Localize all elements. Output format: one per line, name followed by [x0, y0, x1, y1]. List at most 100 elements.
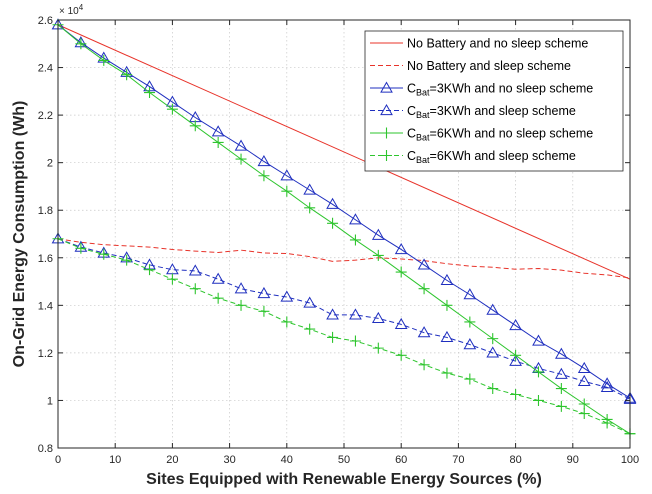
legend-label: No Battery and sleep scheme — [407, 59, 571, 73]
data-point — [98, 248, 110, 260]
y-tick-label: 2.6 — [38, 15, 53, 27]
data-point — [532, 394, 544, 406]
y-tick-label: 2 — [47, 158, 53, 170]
data-point — [555, 400, 567, 412]
y-axis-exponent: × 104 — [59, 3, 84, 17]
data-point — [487, 383, 499, 395]
legend-marker — [381, 150, 392, 161]
data-point — [371, 228, 385, 240]
data-point — [371, 311, 385, 324]
data-point — [211, 272, 225, 284]
data-point — [234, 139, 248, 151]
x-tick-label: 0 — [55, 454, 61, 466]
x-tick-label: 10 — [109, 454, 121, 466]
x-axis-title: Sites Equipped with Renewable Energy Sou… — [146, 471, 542, 488]
x-tick-label: 90 — [567, 454, 579, 466]
legend-label: CBat=6KWh and sleep scheme — [407, 149, 576, 165]
legend-marker — [380, 103, 393, 116]
data-point — [257, 286, 271, 299]
legend-entry: CBat=6KWh and sleep scheme — [370, 149, 576, 165]
legend-label: CBat=6KWh and no sleep scheme — [407, 127, 593, 143]
data-point — [349, 213, 362, 225]
y-tick-label: 1.8 — [38, 205, 53, 217]
data-point — [372, 342, 384, 354]
legend-entry: CBat=3KWh and sleep scheme — [370, 103, 576, 120]
data-point — [258, 305, 270, 317]
data-point — [532, 334, 545, 346]
series-line — [57, 24, 631, 435]
data-point — [211, 125, 225, 137]
data-point — [395, 266, 407, 278]
data-point — [189, 120, 201, 132]
data-point — [509, 354, 522, 366]
data-point — [326, 308, 339, 320]
data-point — [440, 273, 454, 285]
data-point — [234, 282, 248, 294]
data-point — [257, 154, 271, 167]
series-line — [57, 24, 631, 280]
data-point — [235, 299, 247, 311]
data-point — [280, 169, 294, 181]
data-point — [303, 296, 317, 308]
x-tick-label: 100 — [621, 454, 639, 466]
data-point — [554, 347, 568, 359]
data-point — [166, 103, 178, 115]
data-point — [144, 264, 156, 276]
legend-marker — [380, 81, 393, 93]
data-point — [577, 374, 591, 387]
data-point — [303, 183, 317, 195]
legend-marker — [381, 127, 392, 139]
legend-label: CBat=3KWh and sleep scheme — [407, 104, 576, 120]
data-point — [464, 316, 476, 328]
data-point — [600, 380, 614, 392]
x-tick-label: 20 — [166, 454, 178, 466]
data-point — [189, 283, 201, 295]
series-1 — [57, 24, 631, 280]
y-tick-label: 0.8 — [38, 443, 53, 455]
series-line — [57, 24, 631, 399]
data-point — [578, 398, 590, 410]
data-point — [349, 308, 362, 320]
data-point — [440, 330, 454, 343]
data-point — [280, 290, 294, 302]
data-point — [394, 317, 408, 329]
data-point — [417, 258, 431, 270]
x-tick-label: 80 — [509, 454, 521, 466]
y-tick-label: 1.2 — [38, 348, 53, 360]
legend-entry: No Battery and sleep scheme — [370, 59, 571, 73]
data-point — [578, 408, 590, 420]
legend-entry: No Battery and no sleep scheme — [370, 37, 588, 51]
axis-ticks: 0 10 20 30 40 50 60 70 80 90 100 0.8 1 1.2 1.4 1.6 1.8 2 2… — [38, 15, 639, 466]
data-point — [463, 288, 477, 300]
data-point — [554, 367, 568, 379]
x-tick-label: 50 — [338, 454, 350, 466]
data-point — [281, 185, 293, 197]
data-point — [577, 361, 591, 373]
legend-label: CBat=3KWh and no sleep scheme — [407, 82, 593, 98]
data-point — [555, 383, 567, 395]
data-point — [487, 333, 499, 345]
data-point — [441, 367, 453, 379]
data-point — [304, 323, 316, 335]
data-point — [304, 202, 316, 214]
data-point — [510, 349, 522, 361]
data-point — [327, 217, 339, 229]
data-point — [144, 87, 156, 99]
legend-box — [364, 30, 624, 172]
data-point — [417, 326, 431, 338]
data-point — [75, 38, 87, 50]
data-point — [349, 234, 361, 246]
data-point — [395, 349, 407, 361]
data-point — [166, 273, 178, 285]
x-tick-label: 40 — [281, 454, 293, 466]
x-tick-label: 30 — [223, 454, 235, 466]
data-point — [463, 338, 477, 350]
data-point — [509, 319, 522, 331]
data-point — [121, 69, 133, 81]
legend-entry: CBat=3KWh and no sleep scheme — [370, 81, 593, 98]
data-point — [532, 366, 544, 378]
data-point — [486, 346, 500, 358]
data-point — [601, 417, 613, 429]
y-tick-label: 1.6 — [38, 253, 53, 265]
